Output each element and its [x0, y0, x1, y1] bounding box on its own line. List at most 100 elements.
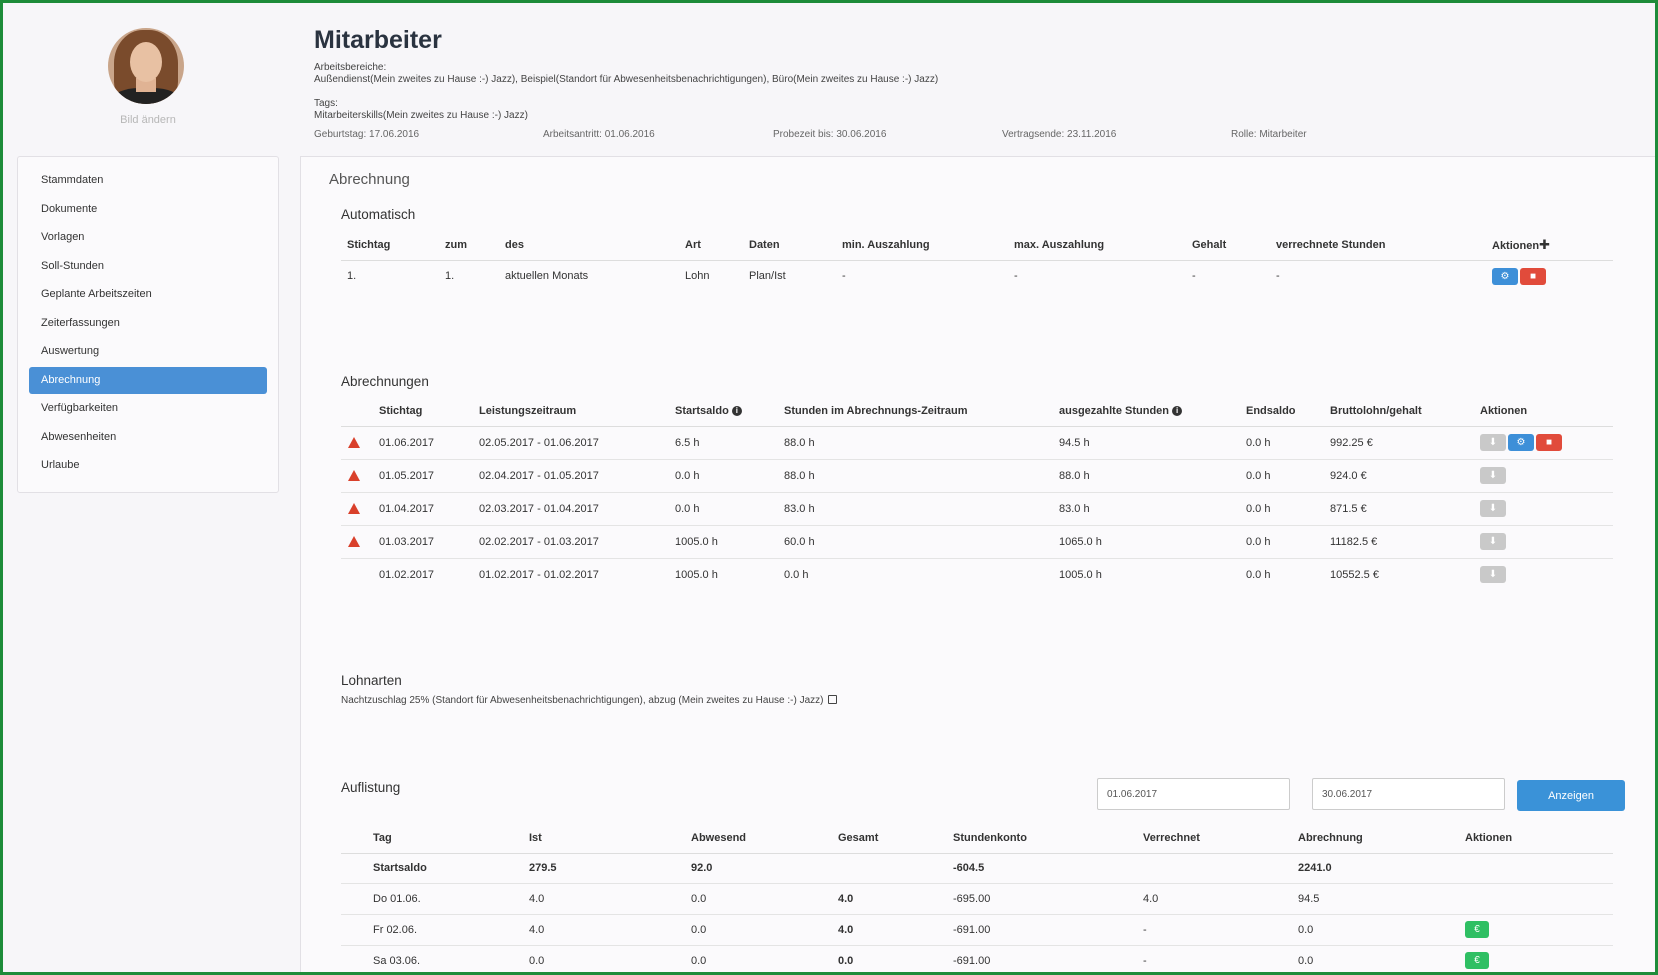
table-cell: 0.0 h — [1240, 426, 1324, 460]
info-icon[interactable]: i — [1172, 406, 1183, 417]
col-header: min. Auszahlung — [836, 231, 1008, 261]
trash-icon[interactable]: ■ — [1536, 434, 1562, 451]
section-automatisch: Automatisch — [341, 207, 416, 222]
sidebar-nav: Stammdaten Dokumente Vorlagen Soll-Stunden G… — [17, 156, 279, 493]
warning-icon — [348, 535, 360, 547]
euro-icon[interactable]: € — [1465, 921, 1489, 938]
col-header-label: Stichtag — [379, 405, 423, 418]
row-actions: ⬇ — [1474, 558, 1613, 591]
sidebar-item-zeiterfassungen[interactable]: Zeiterfassungen — [41, 316, 120, 329]
trash-icon[interactable]: ■ — [1520, 267, 1546, 285]
download-icon[interactable]: ⬇ — [1480, 566, 1506, 584]
table-cell: 11182.5 € — [1324, 525, 1474, 559]
col-header-label: zum — [445, 239, 467, 252]
col-header-label: Bruttolohn/gehalt — [1330, 405, 1422, 418]
table-cell: 1005.0 h — [669, 525, 778, 559]
table-cell: aktuellen Monats — [505, 270, 589, 283]
change-photo-link[interactable]: Bild ändern — [120, 114, 176, 126]
table-cell: 0.0 — [685, 914, 832, 946]
col-header: verrechnete Stunden — [1270, 231, 1486, 261]
areas-label: Arbeitsbereiche: — [314, 62, 387, 73]
table-cell: - — [1137, 945, 1292, 975]
col-header: des — [499, 231, 679, 261]
probation-date: Probezeit bis: 30.06.2016 — [773, 129, 887, 140]
table-row: Do 01.06. 4.0 0.0 4.0 -695.00 4.0 94.5 — [341, 883, 1613, 915]
table-cell — [1137, 853, 1292, 884]
show-button[interactable]: Anzeigen — [1517, 780, 1625, 811]
sidebar-item-dokumente[interactable]: Dokumente — [41, 202, 98, 215]
col-header: Stunden im Abrechnungs-Zeitraum — [778, 397, 1053, 427]
gear-icon[interactable]: ⚙ — [1508, 434, 1534, 451]
col-header-label: Aktionen — [1480, 405, 1528, 418]
download-icon[interactable]: ⬇ — [1480, 533, 1506, 550]
table-cell: 01.04.2017 — [373, 492, 473, 526]
edit-icon[interactable] — [828, 695, 838, 704]
table-cell: 83.0 h — [778, 492, 1053, 526]
table-cell: 4.0 — [832, 914, 947, 946]
sidebar-item-abwesenheiten[interactable]: Abwesenheiten — [41, 430, 117, 443]
download-icon[interactable]: ⬇ — [1480, 467, 1506, 484]
sidebar-item-auswertung[interactable]: Auswertung — [41, 345, 100, 357]
col-header: Startsaldo i — [669, 397, 778, 427]
download-icon[interactable]: ⬇ — [1480, 434, 1506, 451]
sidebar-item-geplante-arbeitszeiten[interactable]: Geplante Arbeitszeiten — [41, 288, 152, 300]
table-row: 01.04.2017 02.03.2017 - 01.04.2017 0.0 h 83… — [341, 492, 1613, 526]
row-actions: € — [1459, 945, 1613, 975]
date-from-input[interactable] — [1097, 778, 1290, 810]
table-cell: Do 01.06. — [341, 883, 523, 915]
col-header: Daten — [743, 231, 836, 261]
table-cell: - — [842, 270, 846, 283]
lohnarten-text: Nachtzuschlag 25% (Standort für Abwesenh… — [341, 694, 838, 706]
automatisch-table: Stichtag zum des Art Daten min. Auszahlung max… — [341, 231, 1613, 292]
table-cell: 0.0 — [685, 945, 832, 975]
table-row: 01.05.2017 02.04.2017 - 01.05.2017 0.0 h 88… — [341, 459, 1613, 493]
sidebar-item-verfügbarkeiten[interactable]: Verfügbarkeiten — [41, 402, 119, 414]
col-header-label: Leistungszeitraum — [479, 405, 577, 418]
avatar[interactable] — [108, 28, 184, 104]
sidebar-item-soll-stunden[interactable]: Soll-Stunden — [41, 259, 104, 272]
table-cell: 01.02.2017 — [379, 568, 435, 581]
sidebar-item-stammdaten[interactable]: Stammdaten — [41, 174, 104, 186]
table-cell: -691.00 — [947, 945, 1137, 975]
sidebar-item-vorlagen[interactable]: Vorlagen — [41, 231, 85, 243]
download-icon[interactable]: ⬇ — [1480, 500, 1506, 517]
table-cell: 01.02.2017 - 01.02.2017 — [479, 568, 599, 581]
table-cell: 4.0 — [1137, 883, 1292, 915]
table-row: 01.03.2017 02.02.2017 - 01.03.2017 1005.0 … — [341, 525, 1613, 559]
euro-icon[interactable]: € — [1465, 952, 1489, 969]
table-cell: 88.0 h — [1053, 459, 1240, 493]
col-header-label: Abwesend — [691, 832, 747, 845]
table-cell: 1. — [347, 270, 357, 283]
table-cell: 871.5 € — [1324, 492, 1474, 526]
table-row: 01.02.2017 01.02.2017 - 01.02.2017 1005.0 … — [341, 558, 1613, 591]
plus-icon[interactable]: ✚ — [1539, 237, 1550, 253]
col-header-label: Stunden im Abrechnungs-Zeitraum — [784, 405, 968, 418]
table-cell: 60.0 h — [778, 525, 1053, 559]
col-header: Stichtag — [373, 397, 473, 427]
row-actions — [1459, 853, 1613, 884]
table-cell: 0.0 h — [1240, 459, 1324, 493]
warning-icon — [348, 502, 360, 514]
info-icon[interactable]: i — [731, 406, 742, 417]
table-cell: Lohn — [685, 270, 710, 283]
col-header: max. Auszahlung — [1008, 231, 1186, 261]
row-actions: ⬇ ⚙ ■ — [1474, 426, 1613, 460]
table-cell: 02.04.2017 - 01.05.2017 — [473, 459, 669, 493]
page-title: Mitarbeiter — [314, 26, 442, 54]
col-header-label: Verrechnet — [1143, 832, 1200, 845]
warn-cell — [341, 492, 373, 526]
sidebar-item-abrechnung[interactable]: Abrechnung — [29, 366, 267, 394]
date-to-input[interactable] — [1312, 778, 1505, 810]
table-cell: - — [1137, 914, 1292, 946]
table-cell: - — [1192, 270, 1196, 283]
sidebar-item-urlaube[interactable]: Urlaube — [41, 459, 80, 471]
table-cell: 02.05.2017 - 01.06.2017 — [473, 426, 669, 460]
row-actions — [1459, 883, 1613, 915]
gear-icon[interactable]: ⚙ — [1492, 267, 1518, 285]
col-header: Abrechnung — [1292, 824, 1459, 854]
role: Rolle: Mitarbeiter — [1231, 129, 1307, 140]
table-row: 1. 1. aktuellen Monats Lohn Plan/Ist - - - - ⚙ ■ — [341, 260, 1613, 292]
lohnarten-value: Nachtzuschlag 25% (Standort für Abwesenh… — [341, 695, 824, 706]
table-cell: 0.0 — [1292, 914, 1459, 946]
warning-icon — [348, 436, 360, 448]
